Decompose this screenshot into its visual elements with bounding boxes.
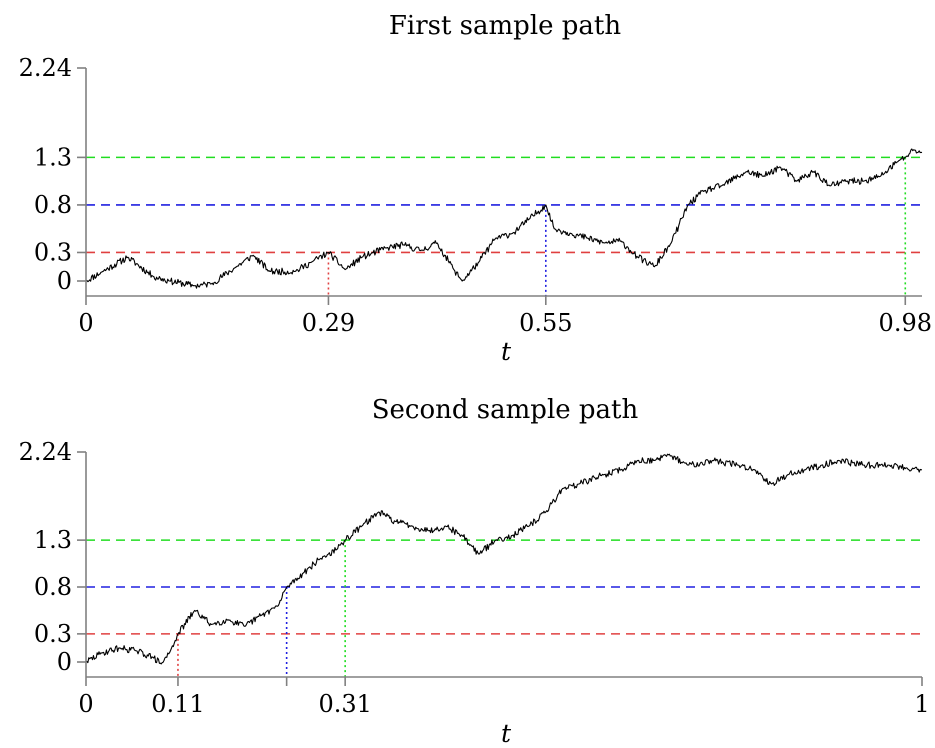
threshold-lines: [86, 156, 922, 254]
y-tick-label: 0.8: [34, 191, 72, 219]
sample-path-line: [85, 453, 923, 665]
y-tick-label: 1.3: [34, 526, 72, 554]
x-tick-label: 0.98: [879, 309, 932, 337]
chart-title: First sample path: [389, 11, 622, 41]
x-tick-label: 0: [78, 309, 93, 337]
y-tick-label: 2.24: [19, 438, 72, 466]
x-tick-label: 1: [914, 690, 929, 718]
axes: [85, 68, 922, 297]
y-tick-label: 0: [57, 648, 72, 676]
x-tick-label: 0.11: [151, 690, 204, 718]
y-tick-label: 2.24: [19, 54, 72, 82]
x-ticks: 0 0.11 0.31 1: [78, 677, 930, 718]
x-ticks: 0 0.29 0.55 0.98: [78, 296, 932, 337]
sample-path-line: [85, 148, 923, 289]
sample-path: [85, 453, 923, 665]
first-sample-path-chart: First sample path 00.30.81.32.24 0 0.29 0.…: [19, 11, 932, 366]
hitting-time-lines: [327, 157, 907, 296]
x-axis-label: t: [501, 719, 512, 748]
x-tick-label: 0.55: [519, 309, 572, 337]
x-tick-label: 0.31: [318, 690, 371, 718]
x-axis-label: t: [501, 337, 512, 366]
y-tick-label: 1.3: [34, 143, 72, 171]
sample-path: [85, 148, 923, 289]
x-tick-label: 0.29: [302, 309, 355, 337]
second-sample-path-chart: Second sample path 00.30.81.32.24 0 0.11 0…: [19, 395, 930, 748]
y-ticks: 00.3 0.8 1.3 2.24: [19, 438, 86, 676]
hitting-time-lines: [177, 540, 346, 677]
threshold-lines: [86, 539, 922, 635]
axes: [85, 452, 922, 678]
y-tick-label: 0.3: [34, 238, 72, 266]
x-tick-label: 0: [78, 690, 93, 718]
y-ticks: 00.3 0.8 1.3 2.24: [19, 54, 86, 295]
y-tick-label: 0: [57, 267, 72, 295]
y-tick-label: 0.3: [34, 620, 72, 648]
y-tick-label: 0.8: [34, 573, 72, 601]
chart-title: Second sample path: [372, 395, 639, 425]
